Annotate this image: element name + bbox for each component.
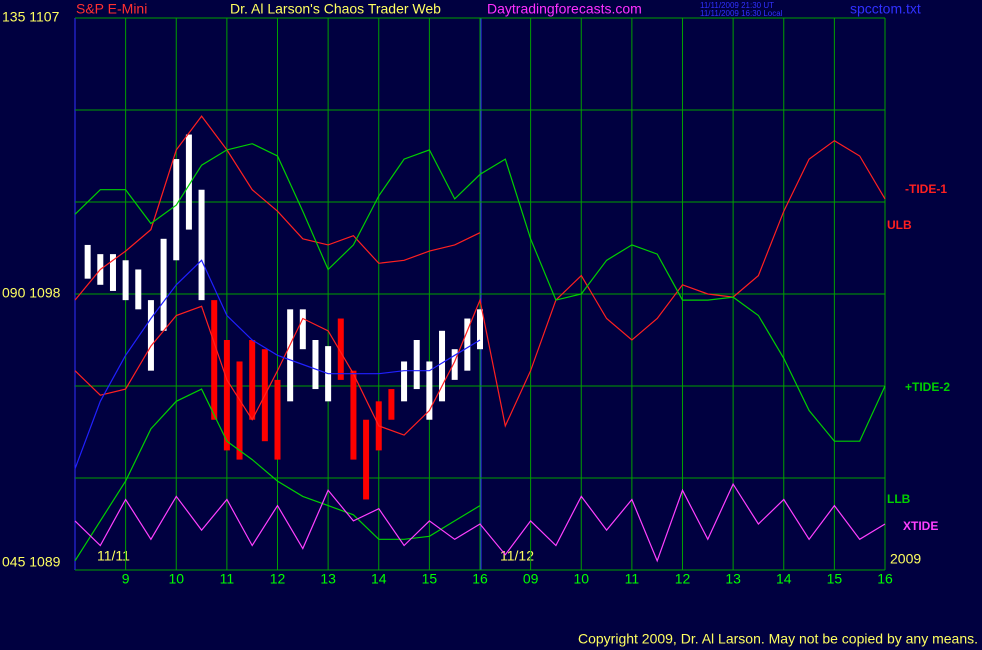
- price-bar: [211, 300, 218, 420]
- x-tick-label: 9: [122, 571, 130, 587]
- price-bar: [477, 309, 483, 350]
- price-bar: [426, 361, 433, 420]
- price-bar: [185, 134, 192, 230]
- x-tick-label: 11: [625, 571, 640, 587]
- filename: spcctom.txt: [850, 1, 921, 17]
- y-tick-label: 135 1107: [2, 9, 60, 25]
- legend-label: LLB: [887, 492, 911, 506]
- price-bar: [401, 361, 408, 402]
- series-line: [74, 482, 886, 563]
- x-tick-label: 14: [776, 571, 792, 587]
- price-bar: [160, 238, 167, 331]
- legend-label: XTIDE: [903, 519, 938, 533]
- price-bar: [312, 340, 319, 390]
- x-tick-label: 14: [371, 571, 387, 587]
- price-bar: [84, 244, 91, 279]
- price-bar: [451, 349, 458, 380]
- website: Daytradingforecasts.com: [487, 1, 642, 17]
- price-bar: [173, 159, 180, 261]
- price-bar: [388, 389, 395, 420]
- series-line: [74, 259, 481, 470]
- chart-title: S&P E-Mini: [76, 1, 147, 17]
- x-tick-label: 15: [827, 571, 843, 587]
- price-bar: [249, 340, 256, 420]
- chart-subtitle: Dr. Al Larson's Chaos Trader Web: [230, 1, 441, 17]
- timestamp: 11/11/2009 16:30 Local: [700, 9, 783, 18]
- price-bar: [122, 260, 129, 301]
- legend-label: ULB: [887, 218, 912, 232]
- x-tick-label: 15: [422, 571, 438, 587]
- y-tick-label: 090 1098: [2, 285, 61, 301]
- series-line: [74, 139, 886, 436]
- price-bar: [274, 379, 281, 460]
- copyright: Copyright 2009, Dr. Al Larson. May not b…: [578, 631, 978, 647]
- price-bar: [439, 330, 446, 402]
- price-bar: [135, 269, 142, 310]
- price-bar: [337, 318, 344, 380]
- x-tick-label: 16: [877, 571, 893, 587]
- x-tick-label: 13: [725, 571, 741, 587]
- price-bar: [109, 254, 116, 291]
- year-label: 2009: [890, 551, 921, 567]
- date-label: 11/12: [500, 548, 534, 564]
- price-bar: [350, 370, 357, 460]
- price-bar: [363, 419, 370, 500]
- x-tick-label: 10: [573, 571, 589, 587]
- date-label: 11/11: [97, 548, 130, 564]
- x-tick-label: 10: [168, 571, 184, 587]
- price-bar: [287, 309, 294, 402]
- price-bar: [413, 340, 420, 390]
- legend-label: -TIDE-1: [905, 182, 947, 196]
- x-tick-label: 13: [320, 571, 336, 587]
- price-bar: [223, 340, 230, 451]
- x-tick-label: 09: [523, 571, 539, 587]
- price-bar: [147, 300, 154, 371]
- x-tick-label: 16: [472, 571, 488, 587]
- legend-label: +TIDE-2: [905, 380, 950, 394]
- price-bar: [299, 309, 306, 350]
- series-line: [74, 115, 481, 301]
- x-tick-label: 12: [270, 571, 286, 587]
- y-tick-label: 045 1089: [2, 554, 61, 570]
- price-bar: [236, 361, 243, 460]
- series-line: [74, 388, 481, 562]
- x-tick-label: 12: [675, 571, 691, 587]
- price-bar: [464, 318, 471, 371]
- series-line: [74, 143, 886, 442]
- price-bar: [198, 189, 205, 301]
- timestamp: 11/11/2009 21:30 UT: [700, 1, 774, 10]
- x-tick-label: 11: [220, 571, 235, 587]
